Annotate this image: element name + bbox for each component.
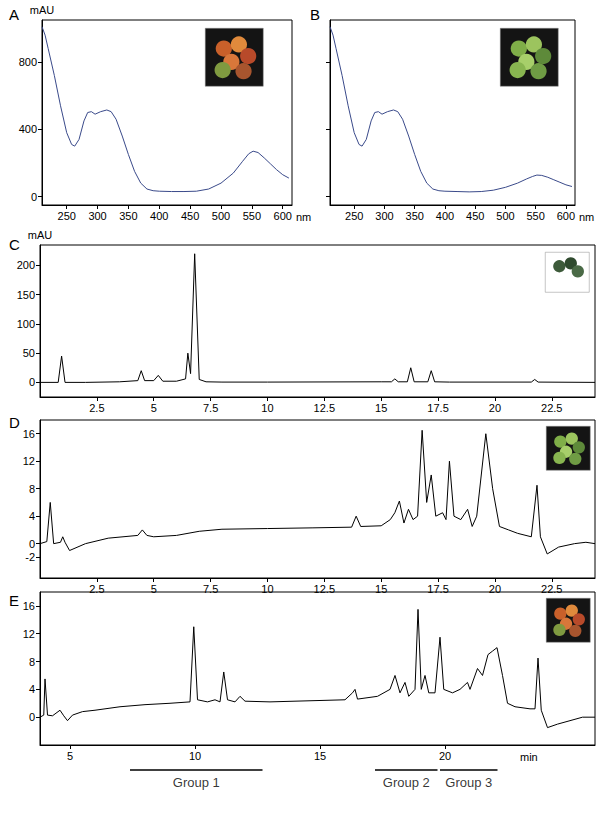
svg-text:450: 450 <box>466 210 484 222</box>
svg-text:mAU: mAU <box>30 4 55 16</box>
svg-text:10: 10 <box>189 750 201 762</box>
svg-text:4: 4 <box>29 510 35 522</box>
svg-text:22.5: 22.5 <box>541 583 562 595</box>
svg-text:400: 400 <box>19 123 37 135</box>
svg-text:600: 600 <box>274 210 292 222</box>
svg-text:450: 450 <box>181 210 199 222</box>
svg-text:C: C <box>9 236 20 253</box>
svg-text:E: E <box>9 592 19 609</box>
svg-text:250: 250 <box>58 210 76 222</box>
svg-text:350: 350 <box>406 210 424 222</box>
svg-text:350: 350 <box>119 210 137 222</box>
svg-text:17.5: 17.5 <box>427 583 448 595</box>
svg-text:500: 500 <box>496 210 514 222</box>
svg-text:15: 15 <box>314 750 326 762</box>
svg-text:7.5: 7.5 <box>203 402 218 414</box>
svg-text:16: 16 <box>23 600 35 612</box>
svg-text:800: 800 <box>19 56 37 68</box>
svg-text:Group 2: Group 2 <box>383 775 430 790</box>
svg-text:12.5: 12.5 <box>314 402 335 414</box>
svg-text:15: 15 <box>375 402 387 414</box>
svg-text:mAU: mAU <box>28 229 53 241</box>
svg-text:550: 550 <box>243 210 261 222</box>
svg-text:A: A <box>9 6 19 23</box>
svg-text:0: 0 <box>31 191 37 203</box>
svg-text:100: 100 <box>17 318 35 330</box>
svg-text:8: 8 <box>29 483 35 495</box>
svg-text:0: 0 <box>29 376 35 388</box>
svg-text:8: 8 <box>29 656 35 668</box>
svg-text:22.5: 22.5 <box>541 402 562 414</box>
svg-text:B: B <box>310 6 320 23</box>
svg-text:-2: -2 <box>25 551 35 563</box>
svg-text:10: 10 <box>261 583 273 595</box>
svg-text:550: 550 <box>526 210 544 222</box>
svg-text:12: 12 <box>23 455 35 467</box>
svg-text:12: 12 <box>23 628 35 640</box>
svg-text:50: 50 <box>23 347 35 359</box>
svg-text:16: 16 <box>23 428 35 440</box>
svg-text:300: 300 <box>375 210 393 222</box>
svg-text:2.5: 2.5 <box>89 583 104 595</box>
svg-text:250: 250 <box>345 210 363 222</box>
svg-text:7.5: 7.5 <box>203 583 218 595</box>
svg-text:0: 0 <box>29 538 35 550</box>
svg-text:20: 20 <box>489 583 501 595</box>
svg-text:20: 20 <box>489 402 501 414</box>
svg-text:Group 1: Group 1 <box>173 775 220 790</box>
svg-text:5: 5 <box>151 402 157 414</box>
svg-text:600: 600 <box>557 210 575 222</box>
svg-text:D: D <box>9 414 20 431</box>
svg-text:5: 5 <box>67 750 73 762</box>
svg-text:2.5: 2.5 <box>89 402 104 414</box>
svg-text:20: 20 <box>439 750 451 762</box>
svg-text:4: 4 <box>29 683 35 695</box>
svg-text:150: 150 <box>17 289 35 301</box>
svg-text:400: 400 <box>150 210 168 222</box>
svg-text:400: 400 <box>436 210 454 222</box>
svg-text:nm: nm <box>579 211 594 223</box>
svg-text:10: 10 <box>261 402 273 414</box>
svg-text:200: 200 <box>17 259 35 271</box>
svg-text:500: 500 <box>212 210 230 222</box>
svg-text:300: 300 <box>88 210 106 222</box>
svg-text:15: 15 <box>375 583 387 595</box>
svg-text:min: min <box>520 751 538 763</box>
svg-text:Group 3: Group 3 <box>445 775 492 790</box>
svg-text:5: 5 <box>151 583 157 595</box>
svg-text:0: 0 <box>29 711 35 723</box>
svg-text:17.5: 17.5 <box>427 402 448 414</box>
svg-text:nm: nm <box>296 211 311 223</box>
svg-text:12.5: 12.5 <box>314 583 335 595</box>
